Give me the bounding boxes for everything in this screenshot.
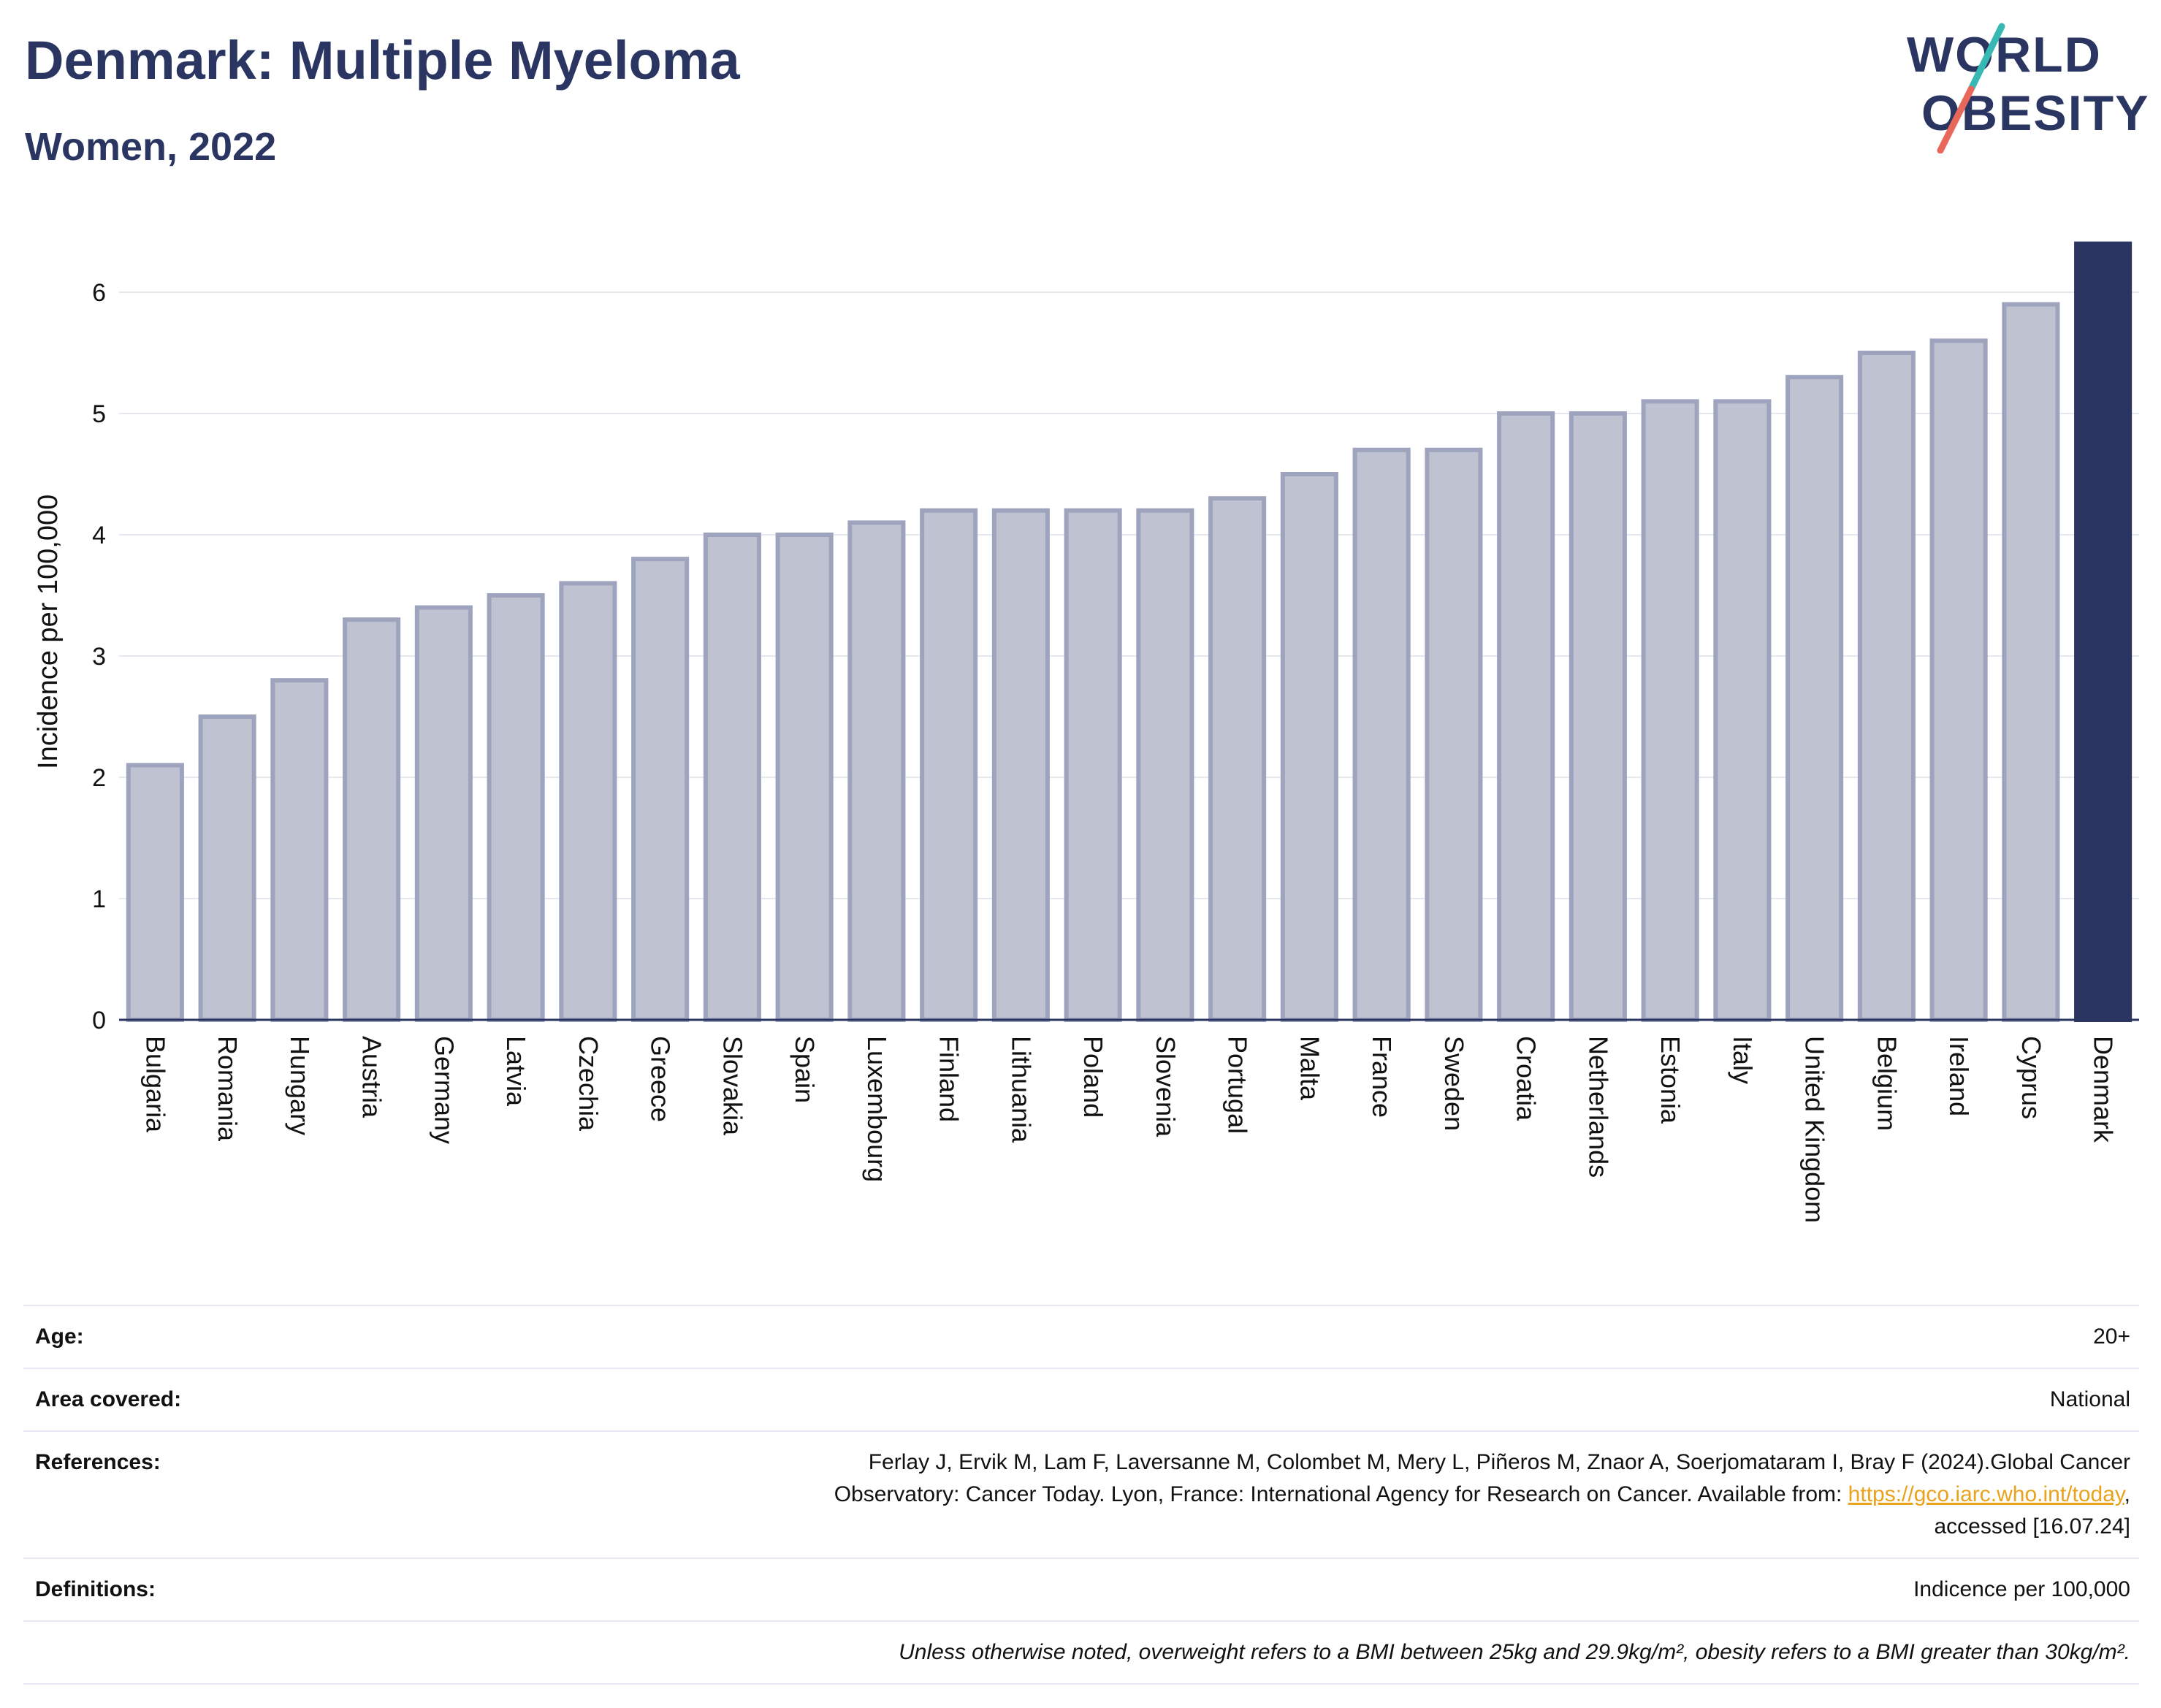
x-tick-label: Portugal <box>1223 1036 1253 1134</box>
x-tick-label: Bulgaria <box>140 1036 170 1133</box>
x-tick-label: Estonia <box>1655 1036 1685 1124</box>
bar-sweden <box>1425 447 1483 1022</box>
x-tick-label: Latvia <box>501 1036 531 1107</box>
x-tick-label: Italy <box>1728 1036 1758 1084</box>
bar-france <box>1352 447 1411 1022</box>
page-title: Denmark: Multiple Myeloma <box>25 30 740 91</box>
meta-row-definitions: Definitions: Indicence per 100,000 <box>23 1558 2139 1621</box>
bar-luxembourg <box>847 520 906 1022</box>
bar-chart: 0 1 2 3 4 5 6 Bulgaria Romania Hungary Austria Ger… <box>33 241 2139 1223</box>
x-tick-label: Germany <box>429 1036 459 1144</box>
y-tick-label: 3 <box>92 643 106 671</box>
references-label: References: <box>23 1430 351 1558</box>
x-tick-label: Netherlands <box>1583 1036 1613 1178</box>
x-tick-label: Finland <box>934 1036 964 1122</box>
page-subtitle: Women, 2022 <box>25 125 277 169</box>
x-tick-label: Ireland <box>1944 1036 1974 1116</box>
bar-romania <box>198 714 256 1022</box>
age-label: Age: <box>23 1305 351 1368</box>
bar-austria <box>343 617 401 1022</box>
bar-united-kingdom <box>1785 375 1844 1022</box>
x-tick-label: Hungary <box>285 1036 315 1135</box>
bar-greece <box>631 557 690 1022</box>
bar-slovakia <box>703 533 761 1022</box>
x-tick-label: France <box>1367 1036 1397 1118</box>
bar-spain <box>775 533 834 1022</box>
x-tick-label: Slovakia <box>717 1036 747 1136</box>
meta-row-references: References: Ferlay J, Ervik M, Lam F, La… <box>23 1430 2139 1558</box>
x-tick-label: Malta <box>1295 1036 1325 1101</box>
bar-malta <box>1280 472 1338 1022</box>
x-tick-label: United Kingdom <box>1800 1036 1830 1223</box>
x-tick-label: Sweden <box>1439 1036 1469 1131</box>
bar-czechia <box>559 581 617 1022</box>
area-value: National <box>351 1368 2139 1431</box>
bar-slovenia <box>1136 508 1194 1022</box>
meta-row-footnote: Unless otherwise noted, overweight refer… <box>23 1620 2139 1685</box>
bar-croatia <box>1497 411 1555 1022</box>
bar-ireland <box>1929 338 1988 1022</box>
bar-cyprus <box>2002 302 2060 1023</box>
y-tick-label: 1 <box>92 885 106 913</box>
bar-italy <box>1713 399 1772 1022</box>
x-tick-label: Cyprus <box>2016 1036 2046 1119</box>
x-tick-label: Romania <box>213 1036 243 1142</box>
y-tick-label: 6 <box>92 279 106 307</box>
references-line2: Observatory: Cancer Today. Lyon, France:… <box>834 1482 1842 1506</box>
y-tick-label: 4 <box>92 522 106 549</box>
bar-denmark <box>2074 241 2133 1023</box>
definitions-value: Indicence per 100,000 <box>351 1558 2139 1621</box>
bar-latvia <box>487 593 545 1022</box>
x-tick-label: Lithuania <box>1006 1036 1036 1143</box>
x-tick-label: Poland <box>1078 1036 1108 1118</box>
references-value: Ferlay J, Ervik M, Lam F, Laversanne M, … <box>351 1430 2139 1558</box>
x-tick-label: Luxembourg <box>862 1036 892 1182</box>
x-tick-label: Spain <box>790 1036 820 1103</box>
metadata-table: Age: 20+ Area covered: National Referenc… <box>23 1305 2139 1685</box>
y-tick-label: 0 <box>92 1007 106 1034</box>
bar-poland <box>1064 508 1122 1022</box>
y-axis-ticks: 0 1 2 3 4 5 6 <box>92 279 106 1034</box>
x-tick-label: Croatia <box>1512 1036 1541 1121</box>
bar-portugal <box>1208 496 1267 1022</box>
x-tick-label: Denmark <box>2089 1036 2119 1143</box>
x-tick-label: Austria <box>357 1036 387 1118</box>
meta-row-age: Age: 20+ <box>23 1305 2139 1368</box>
x-tick-label: Belgium <box>1872 1036 1902 1131</box>
area-label: Area covered: <box>23 1368 351 1431</box>
bar-hungary <box>270 678 329 1022</box>
bar-finland <box>920 508 978 1022</box>
bar-bulgaria <box>126 763 184 1023</box>
references-link[interactable]: https://gco.iarc.who.int/today <box>1848 1482 2124 1506</box>
x-tick-label: Czechia <box>573 1036 603 1132</box>
bar-belgium <box>1857 351 1916 1022</box>
age-value: 20+ <box>351 1305 2139 1368</box>
footnote-text: Unless otherwise noted, overweight refer… <box>351 1620 2139 1685</box>
world-obesity-logo: WORLD OBESITY <box>1907 23 2148 153</box>
references-line1: Ferlay J, Ervik M, Lam F, Laversanne M, … <box>868 1450 2130 1474</box>
meta-row-area: Area covered: National <box>23 1368 2139 1431</box>
bars <box>126 241 2133 1023</box>
svg-text:WORLD: WORLD <box>1907 27 2102 83</box>
bar-netherlands <box>1569 411 1627 1022</box>
footnote-spacer <box>23 1620 351 1685</box>
x-tick-label: Slovenia <box>1151 1036 1181 1137</box>
y-tick-label: 2 <box>92 764 106 792</box>
bar-estonia <box>1641 399 1699 1022</box>
bar-germany <box>414 605 473 1022</box>
x-tick-label: Greece <box>646 1036 676 1122</box>
references-line3: accessed [16.07.24] <box>1934 1514 2130 1539</box>
y-tick-label: 5 <box>92 400 106 428</box>
x-axis-ticks: Bulgaria Romania Hungary Austria Germany Latv… <box>140 1036 2118 1223</box>
definitions-label: Definitions: <box>23 1558 351 1621</box>
y-axis-label: Incidence per 100,000 <box>33 495 64 769</box>
bar-lithuania <box>991 508 1050 1022</box>
